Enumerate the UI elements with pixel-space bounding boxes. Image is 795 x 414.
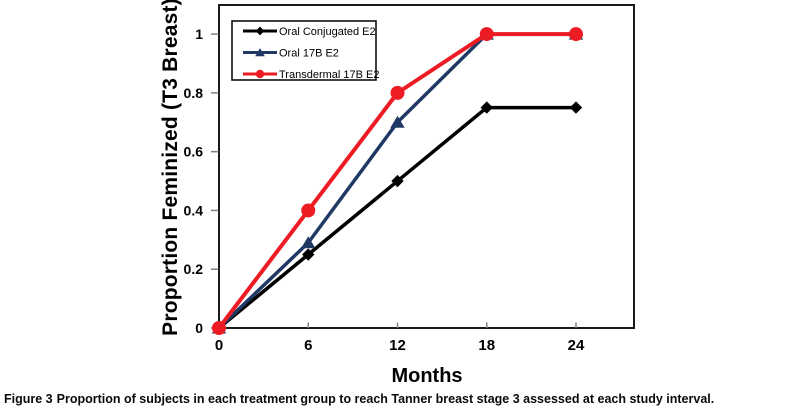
- data-point-marker: [480, 101, 493, 114]
- y-tick-label: 0.6: [184, 144, 204, 160]
- data-point-marker: [212, 321, 226, 335]
- legend-label: Oral 17B E2: [279, 48, 339, 60]
- x-tick-label: 24: [568, 337, 585, 354]
- y-tick-label: 0: [195, 320, 203, 336]
- y-tick-label: 0.4: [184, 202, 204, 218]
- data-point-marker: [390, 85, 405, 100]
- x-tick-label: 18: [478, 337, 495, 354]
- legend-marker-diamond: [255, 26, 265, 36]
- chart-svg: 0 0.2 0.4 0.6 0.8 1 0 6 12 18 24 Oral Conjugated E2…: [184, 4, 635, 354]
- y-tick-label: 0.2: [184, 261, 204, 277]
- data-point-marker: [479, 27, 494, 42]
- legend-marker-triangle: [255, 48, 265, 57]
- data-point-marker: [301, 236, 316, 249]
- data-point-marker: [390, 115, 405, 128]
- data-point-marker: [568, 27, 583, 42]
- legend-marker-circle: [255, 69, 265, 79]
- y-tick-label: 0.8: [184, 85, 204, 101]
- x-axis-title: Months: [391, 365, 463, 387]
- x-tick-label: 6: [304, 337, 312, 354]
- data-point-marker: [569, 101, 583, 114]
- x-tick-label: 0: [215, 337, 223, 354]
- x-tick-label: 12: [389, 337, 406, 354]
- figure-caption-label: Figure 3: [4, 392, 53, 406]
- data-point-marker: [301, 203, 316, 218]
- figure-caption: Figure 3 Proportion of subjects in each t…: [4, 392, 792, 406]
- legend-label: Transdermal 17B E2: [279, 69, 379, 81]
- data-point-marker: [391, 174, 404, 188]
- data-point-marker: [302, 248, 315, 261]
- y-tick-label: 1: [195, 26, 203, 42]
- legend-label: Oral Conjugated E2: [279, 26, 376, 38]
- figure-caption-text: Proportion of subjects in each treatment…: [56, 392, 715, 406]
